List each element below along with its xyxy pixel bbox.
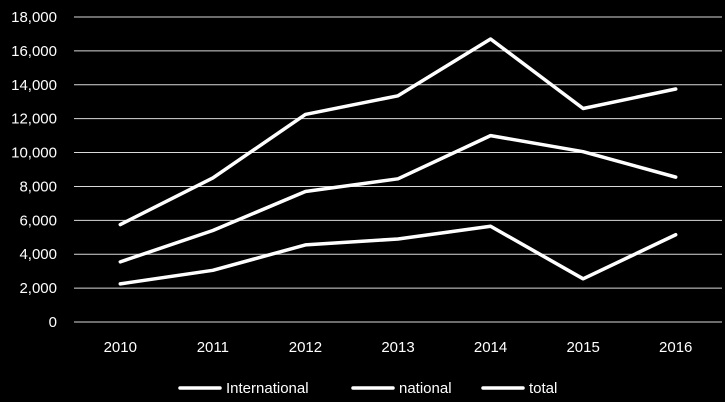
y-tick-label: 18,000	[11, 9, 57, 26]
y-tick-label: 0	[49, 314, 57, 331]
x-tick-label: 2015	[566, 339, 599, 356]
y-tick-label: 2,000	[19, 280, 57, 297]
x-tick-label: 2012	[289, 339, 322, 356]
x-tick-label: 2016	[659, 339, 692, 356]
legend-label: International	[226, 380, 309, 397]
series-line-total	[118, 37, 678, 227]
x-tick-label: 2010	[104, 339, 137, 356]
legend: International national total	[178, 380, 557, 397]
x-tick-label: 2011	[197, 339, 229, 356]
y-tick-label: 16,000	[11, 43, 57, 60]
y-tick-label: 4,000	[19, 246, 57, 263]
x-tick-label: 2014	[474, 339, 507, 356]
y-tick-label: 12,000	[11, 111, 57, 128]
x-tick-label: 2013	[381, 339, 414, 356]
y-tick-label: 14,000	[11, 77, 57, 94]
y-tick-label: 10,000	[11, 145, 57, 162]
y-tick-label: 8,000	[19, 178, 57, 195]
series-lines	[118, 37, 678, 286]
legend-label: national	[399, 380, 452, 397]
y-axis-tick-labels: 0 2,000 4,000 6,000 8,000 10,000 12,000 14,000 1…	[11, 9, 57, 331]
x-axis-tick-labels: 2010 2011 2012 2013 2014 2015 2016	[104, 339, 693, 356]
series-line-national	[118, 133, 678, 264]
y-tick-label: 6,000	[19, 212, 57, 229]
legend-label: total	[529, 380, 557, 397]
gridlines	[74, 16, 722, 323]
series-line-international	[118, 224, 678, 286]
